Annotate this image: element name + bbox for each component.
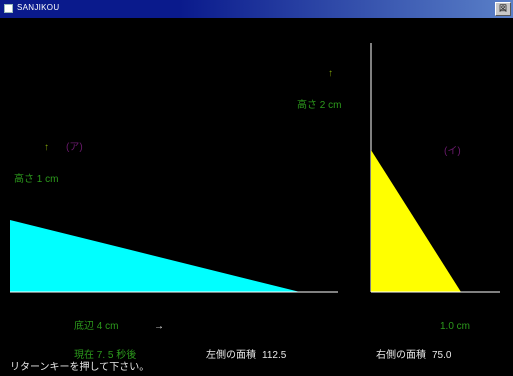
window-titlebar: SANJIKOU 図	[0, 0, 513, 18]
right-triangle	[371, 150, 461, 292]
left-area-label: 左側の面積	[206, 350, 256, 361]
elapsed-time: 現在 7. 5 秒後	[74, 350, 137, 361]
right-height-label: 高さ 2 cm	[297, 100, 342, 111]
right-area-value: 75.0	[432, 350, 452, 361]
return-key-prompt: リターンキーを押して下さい。	[10, 362, 150, 373]
left-area-value: 112.5	[262, 350, 287, 361]
right-arrow-up: ↑	[328, 68, 333, 79]
right-tag: (イ)	[444, 146, 461, 157]
left-base-label: 底辺 4 cm	[74, 321, 119, 332]
window-title: SANJIKOU	[17, 3, 60, 12]
close-button[interactable]: 図	[495, 2, 511, 16]
right-area-label: 右側の面積	[376, 350, 426, 361]
left-tag: (ア)	[66, 142, 83, 153]
left-triangle	[10, 220, 300, 292]
right-base-label: 1.0 cm	[440, 321, 471, 332]
app-icon	[4, 4, 13, 13]
geometry-scene	[10, 43, 500, 293]
left-height-label: 高さ 1 cm	[14, 174, 59, 185]
left-arrow-up: ↑	[44, 142, 49, 153]
canvas-area: ↑ (ア) 高さ 1 cm 底辺 4 cm → ↑ 高さ 2 cm (イ) 1.…	[0, 18, 513, 376]
left-arrow-right: →	[154, 321, 164, 332]
